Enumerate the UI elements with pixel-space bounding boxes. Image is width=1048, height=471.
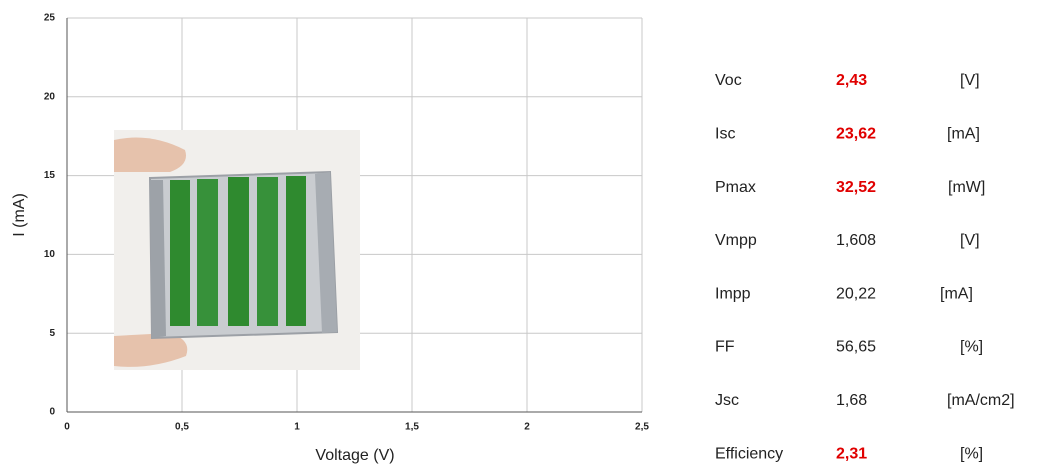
x-axis-title: Voltage (V): [315, 447, 394, 464]
row-unit: [mA]: [940, 285, 973, 302]
row-unit: [V]: [960, 72, 980, 89]
y-tick-label: 5: [49, 328, 55, 339]
row-value: 1,608: [836, 232, 876, 249]
row-value: 23,62: [836, 126, 876, 143]
row-label: Jsc: [715, 392, 739, 409]
row-unit: [mA/cm2]: [947, 392, 1015, 409]
row-unit: [%]: [960, 339, 983, 356]
row-label: Pmax: [715, 179, 756, 196]
results-table: Voc 2,43 [V] Isc 23,62 [mA] Pmax 32,52 [mW] Vmpp 1…: [715, 72, 1015, 462]
row-label: Isc: [715, 126, 735, 143]
y-tick-label: 20: [44, 91, 56, 102]
row-value: 32,52: [836, 179, 876, 196]
row-unit: [%]: [960, 445, 983, 462]
y-axis-title: I (mA): [11, 193, 28, 237]
row-value: 1,68: [836, 392, 867, 409]
row-label: Efficiency: [715, 445, 783, 462]
row-unit: [V]: [960, 232, 980, 249]
x-tick-label: 1: [294, 422, 300, 433]
y-tick-label: 10: [44, 249, 56, 260]
row-label: Impp: [715, 285, 751, 302]
y-tick-label: 15: [44, 170, 56, 181]
x-tick-label: 0: [64, 422, 70, 433]
y-tick-label: 0: [49, 407, 55, 418]
row-label: Vmpp: [715, 232, 757, 249]
row-label: Voc: [715, 72, 742, 89]
row-value: 2,43: [836, 72, 867, 89]
row-unit: [mA]: [947, 126, 980, 143]
x-tick-label: 1,5: [405, 422, 419, 433]
row-value: 20,22: [836, 285, 876, 302]
row-unit: [mW]: [948, 179, 985, 196]
row-value: 2,31: [836, 445, 867, 462]
x-tick-label: 2,5: [635, 422, 649, 433]
x-tick-label: 0,5: [175, 422, 189, 433]
y-tick-label: 25: [44, 13, 56, 24]
x-tick-label: 2: [524, 422, 530, 433]
row-value: 56,65: [836, 339, 876, 356]
inset-photo: [114, 130, 360, 370]
row-label: FF: [715, 339, 735, 356]
